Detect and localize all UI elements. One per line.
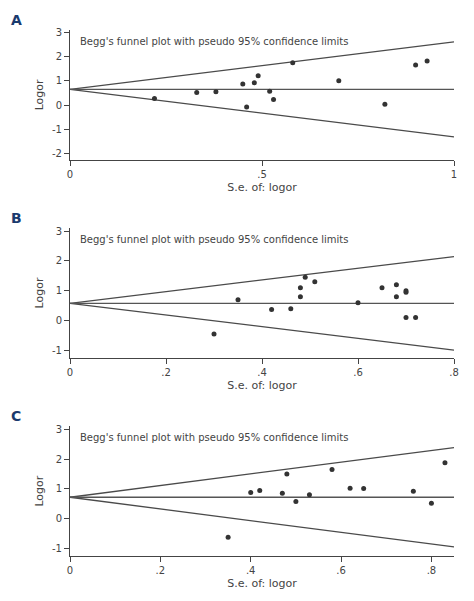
- svg-text:S.e. of: logor: S.e. of: logor: [227, 577, 297, 590]
- svg-text:.5: .5: [257, 169, 267, 180]
- svg-text:0: 0: [67, 367, 73, 378]
- svg-text:-2: -2: [52, 148, 62, 159]
- svg-text:C: C: [11, 408, 21, 424]
- svg-text:3: 3: [56, 27, 62, 38]
- svg-text:S.e. of: logor: S.e. of: logor: [227, 379, 297, 392]
- svg-text:2: 2: [56, 51, 62, 62]
- svg-text:Logor: Logor: [33, 475, 46, 506]
- svg-text:1: 1: [56, 483, 62, 494]
- svg-text:2: 2: [56, 454, 62, 465]
- svg-text:0: 0: [56, 315, 62, 326]
- svg-text:A: A: [11, 12, 22, 28]
- svg-text:Begg's funnel plot with pseudo: Begg's funnel plot with pseudo 95% confi…: [80, 36, 348, 47]
- svg-text:-1: -1: [52, 543, 62, 554]
- svg-text:-1: -1: [52, 345, 62, 356]
- svg-text:0: 0: [67, 169, 73, 180]
- svg-text:.4: .4: [246, 565, 256, 576]
- svg-text:0: 0: [67, 565, 73, 576]
- svg-text:Begg's funnel plot with pseudo: Begg's funnel plot with pseudo 95% confi…: [80, 432, 348, 443]
- svg-text:0: 0: [56, 513, 62, 524]
- svg-text:Logor: Logor: [33, 79, 46, 110]
- svg-text:.4: .4: [257, 367, 267, 378]
- svg-text:0: 0: [56, 100, 62, 111]
- svg-text:.8: .8: [449, 367, 459, 378]
- svg-text:1: 1: [56, 285, 62, 296]
- svg-text:Begg's funnel plot with pseudo: Begg's funnel plot with pseudo 95% confi…: [80, 234, 348, 245]
- svg-text:.8: .8: [427, 565, 437, 576]
- svg-text:-1: -1: [52, 124, 62, 135]
- svg-text:1: 1: [451, 169, 457, 180]
- svg-text:2: 2: [56, 255, 62, 266]
- svg-text:Logor: Logor: [33, 277, 46, 308]
- svg-text:S.e. of: logor: S.e. of: logor: [227, 181, 297, 194]
- svg-text:3: 3: [56, 226, 62, 237]
- svg-text:3: 3: [56, 424, 62, 435]
- svg-text:.6: .6: [336, 565, 346, 576]
- svg-text:.6: .6: [353, 367, 363, 378]
- svg-text:.2: .2: [161, 367, 171, 378]
- svg-text:1: 1: [56, 75, 62, 86]
- svg-text:B: B: [11, 210, 22, 226]
- svg-text:.2: .2: [156, 565, 166, 576]
